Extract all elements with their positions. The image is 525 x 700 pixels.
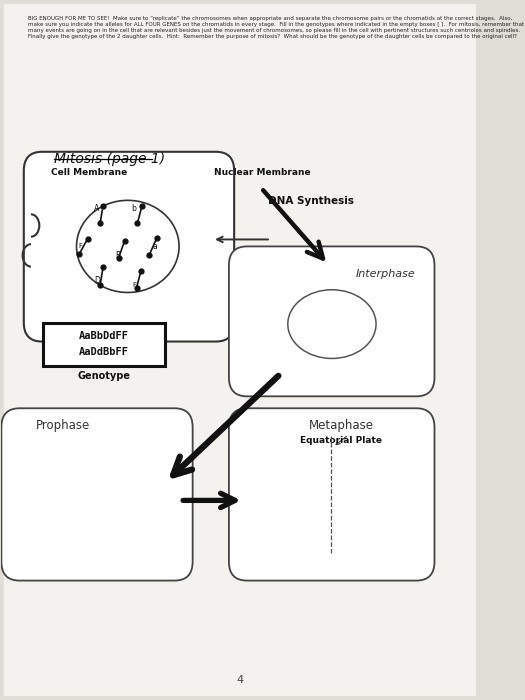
FancyBboxPatch shape [24, 152, 234, 342]
Text: Equatorial Plate: Equatorial Plate [300, 435, 382, 444]
Text: B: B [116, 251, 121, 260]
Text: Metaphase: Metaphase [309, 419, 373, 432]
Text: Cell Membrane: Cell Membrane [51, 168, 128, 177]
Text: BIG ENOUGH FOR ME TO SEE!  Make sure to “replicate” the chromosomes when appropr: BIG ENOUGH FOR ME TO SEE! Make sure to “… [28, 16, 524, 38]
Text: D: D [94, 276, 100, 285]
Text: Genotype: Genotype [77, 371, 130, 381]
Text: A: A [94, 204, 99, 213]
Text: b: b [132, 204, 136, 213]
Text: F: F [78, 244, 82, 249]
Text: Prophase: Prophase [36, 419, 90, 432]
FancyBboxPatch shape [43, 323, 164, 366]
Text: AaBbDdFF: AaBbDdFF [79, 331, 129, 341]
Ellipse shape [77, 200, 179, 293]
Ellipse shape [288, 290, 376, 358]
FancyBboxPatch shape [4, 4, 476, 696]
Text: Interphase: Interphase [355, 270, 415, 279]
Text: F: F [132, 282, 136, 288]
Text: AaDdBbFF: AaDdBbFF [79, 347, 129, 357]
FancyBboxPatch shape [229, 408, 435, 580]
Text: DNA Synthesis: DNA Synthesis [268, 195, 354, 206]
Text: a: a [153, 242, 157, 251]
FancyBboxPatch shape [229, 246, 435, 396]
Text: Nuclear Membrane: Nuclear Membrane [214, 168, 310, 177]
FancyBboxPatch shape [2, 408, 193, 580]
Text: Mitosis (page 1): Mitosis (page 1) [54, 152, 165, 166]
Text: 4: 4 [236, 675, 244, 685]
